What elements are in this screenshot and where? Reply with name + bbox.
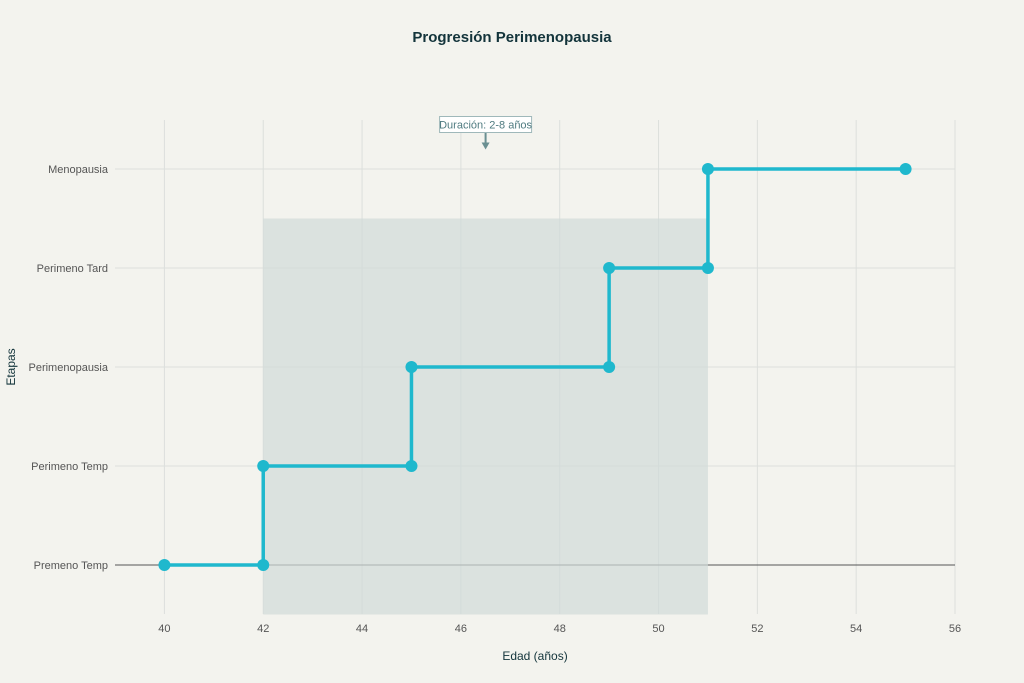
x-tick-label: 40 <box>158 623 170 635</box>
y-tick-label: Premeno Temp <box>34 560 108 572</box>
x-tick-label: 54 <box>850 623 862 635</box>
data-point <box>701 163 714 175</box>
data-point <box>257 460 270 472</box>
data-point <box>158 559 171 571</box>
chart-title: Progresión Perimenopausia <box>412 29 612 46</box>
series-line <box>164 167 906 567</box>
y-tick-label: Menopausia <box>48 164 109 176</box>
data-point <box>603 361 616 373</box>
data-point <box>603 262 616 274</box>
x-tick-label: 48 <box>554 623 566 635</box>
x-tick-label: 52 <box>751 623 763 635</box>
x-tick-label: 46 <box>455 623 467 635</box>
shaded-region <box>263 218 708 615</box>
data-point <box>899 163 912 175</box>
data-point <box>405 460 418 472</box>
y-tick-label: Perimenopausia <box>29 362 109 374</box>
annotation-text: Duración: 2-8 años <box>439 120 532 132</box>
y-tick-label: Perimeno Temp <box>31 461 108 473</box>
data-point <box>405 361 418 373</box>
y-axis-label: Etapas <box>4 348 18 385</box>
x-tick-label: 42 <box>257 623 269 635</box>
data-point <box>701 262 714 274</box>
annotation-box <box>439 116 533 133</box>
annotation-arrowhead <box>481 142 490 150</box>
x-axis-label: Edad (años) <box>502 649 567 663</box>
y-tick-label: Perimeno Tard <box>37 263 108 275</box>
data-point <box>257 559 270 571</box>
x-tick-label: 44 <box>356 623 368 635</box>
x-tick-label: 56 <box>949 623 961 635</box>
x-tick-label: 50 <box>652 623 664 635</box>
